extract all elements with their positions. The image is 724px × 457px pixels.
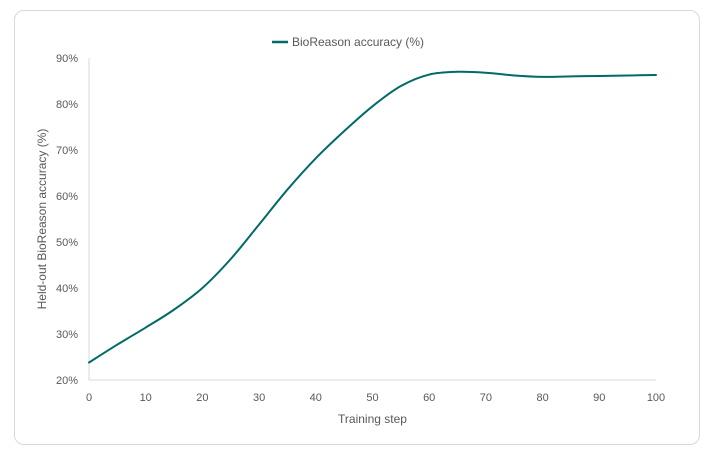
y-tick-label: 30% — [56, 329, 78, 341]
legend-label: BioReason accuracy (%) — [292, 35, 424, 49]
x-tick-label: 100 — [647, 392, 665, 404]
x-tick-label: 30 — [253, 392, 265, 404]
x-tick-label: 60 — [423, 392, 435, 404]
y-tick-label: 60% — [56, 191, 78, 203]
y-tick-label: 70% — [56, 145, 78, 157]
series-layer — [88, 70, 657, 364]
y-tick-label: 40% — [56, 283, 78, 295]
x-tick-label: 20 — [196, 392, 208, 404]
x-tick-label: 50 — [366, 392, 378, 404]
y-tick-label: 50% — [56, 237, 78, 249]
series-line — [88, 70, 657, 364]
x-tick-label: 10 — [140, 392, 152, 404]
y-axis-title: Held-out BioReason accuracy (%) — [35, 129, 49, 310]
x-tick-label: 70 — [480, 392, 492, 404]
y-tick-label: 90% — [56, 53, 78, 65]
x-tick-label: 90 — [593, 392, 605, 404]
x-tick-label: 80 — [536, 392, 548, 404]
x-tick-label: 0 — [86, 392, 92, 404]
y-tick-label: 80% — [56, 99, 78, 111]
x-tick-label: 40 — [310, 392, 322, 404]
legend: BioReason accuracy (%) — [272, 35, 424, 49]
y-tick-label: 20% — [56, 375, 78, 387]
axes: 20% 30% 40% 50% 60% 70% 80% 90% 0 10 20 30 40 50 60 70 8… — [56, 53, 665, 404]
chart-card — [14, 10, 700, 445]
x-axis-title: Training step — [338, 412, 407, 426]
